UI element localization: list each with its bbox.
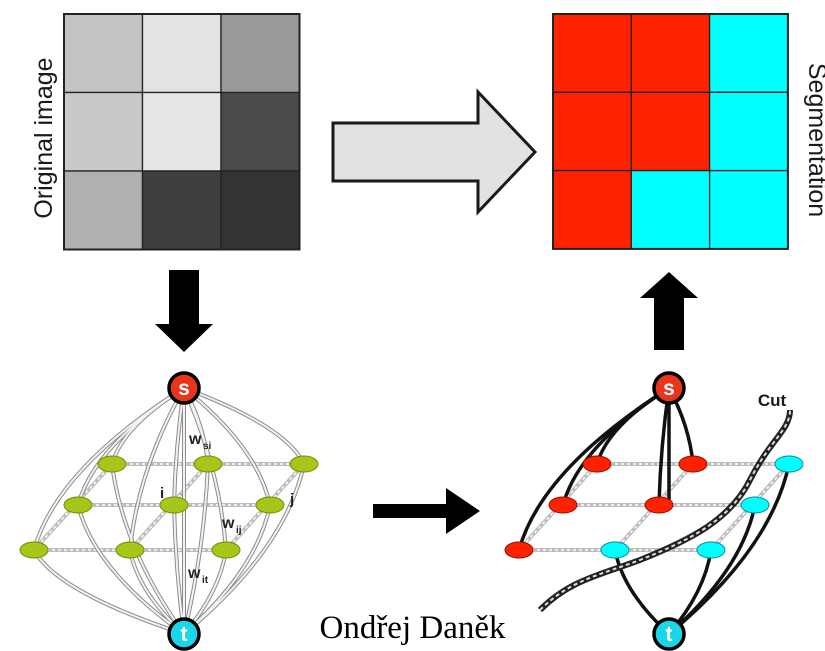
weight-it-main: w (187, 565, 201, 582)
pixel-node (193, 455, 223, 473)
original-image-label: Original image (30, 57, 58, 218)
segmentation-grid (552, 13, 789, 250)
seg-grid-cell (630, 13, 711, 93)
orig-grid-cell (220, 170, 301, 251)
seg-grid-cell (630, 91, 711, 172)
pixel-node (63, 496, 93, 514)
seg-grid-cell (552, 13, 632, 93)
node-j-label: j (289, 491, 294, 508)
pixel-node-sink (600, 541, 630, 559)
weight-si-sub: si (203, 441, 212, 452)
orig-grid-cell (141, 13, 222, 94)
segmentation-label: Segmentation (803, 63, 825, 217)
weight-ij-sub: ij (236, 525, 242, 536)
orig-grid-cell (63, 13, 144, 94)
source-node-left-label: s (178, 377, 190, 400)
arrow-down-icon (155, 270, 213, 352)
cut-label: Cut (758, 391, 787, 410)
sink-node-left: t (167, 617, 201, 651)
orig-grid-cell (220, 91, 301, 172)
pixel-node-sink (740, 496, 770, 514)
seg-grid-cell (552, 91, 632, 172)
original-image-grid (63, 13, 301, 251)
pixel-node-source (504, 541, 534, 559)
pixel-node-source (678, 455, 708, 473)
weight-si-main: w (188, 431, 202, 448)
pixel-node (19, 541, 49, 559)
sink-node-left-label: t (181, 623, 188, 646)
sink-node-right-label: t (666, 623, 673, 646)
pixel-node-sink (774, 455, 804, 473)
orig-grid-cell (63, 170, 144, 251)
weight-label-it: w it (187, 565, 209, 586)
source-node-right-label: s (663, 377, 675, 400)
pixel-node (97, 455, 127, 473)
orig-grid-cell (220, 13, 301, 94)
pixel-node (115, 541, 145, 559)
pixel-node-source (582, 455, 612, 473)
weight-ij-main: w (221, 515, 235, 532)
cut-curve (537, 409, 793, 613)
seg-grid-cell (552, 169, 632, 250)
weight-label-ij: w ij (221, 515, 242, 536)
pixel-node (211, 541, 241, 559)
seg-grid-cell (708, 91, 789, 172)
weight-label-si: w si (188, 431, 212, 452)
orig-grid-cell (141, 91, 222, 172)
terminal-edge (517, 386, 670, 551)
terminal-edge (561, 386, 670, 506)
sink-node-right: t (652, 617, 686, 651)
pixel-node-sink (696, 541, 726, 559)
source-node-left: s (167, 371, 201, 405)
source-node-right: s (652, 371, 686, 405)
pixel-node (159, 496, 189, 514)
original-graph (19, 386, 319, 636)
terminal-edge (667, 504, 757, 636)
author-name: Ondřej Daněk (319, 610, 506, 646)
big-arrow-right-icon (331, 88, 538, 216)
orig-grid-cell (63, 91, 144, 172)
pixel-node-source (644, 496, 674, 514)
arrow-right-icon (373, 488, 480, 534)
orig-grid-cell (141, 170, 222, 251)
seg-grid-cell (630, 169, 711, 250)
pixel-node (289, 455, 319, 473)
segmented-graph: Cut (504, 386, 804, 636)
arrow-up-icon (640, 272, 698, 350)
seg-grid-cell (708, 169, 789, 250)
weight-it-sub: it (202, 575, 209, 586)
node-i-label: i (160, 485, 164, 502)
pixel-node-source (548, 496, 578, 514)
pixel-node (255, 496, 285, 514)
seg-grid-cell (708, 13, 789, 93)
